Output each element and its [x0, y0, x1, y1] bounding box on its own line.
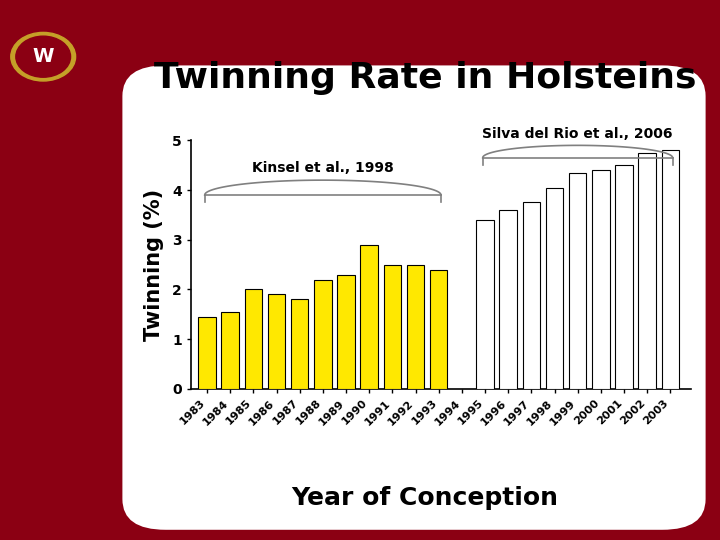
- Text: Twinning Rate in Holsteins: Twinning Rate in Holsteins: [153, 62, 696, 95]
- Bar: [500, 210, 517, 389]
- Text: Year of Conception: Year of Conception: [292, 486, 558, 510]
- Text: W: W: [32, 47, 54, 66]
- Bar: [430, 269, 447, 389]
- Text: Silva del Rio et al., 2006: Silva del Rio et al., 2006: [482, 127, 673, 141]
- Bar: [245, 289, 262, 389]
- Bar: [569, 173, 586, 389]
- Bar: [198, 317, 216, 389]
- Y-axis label: Twinning (%): Twinning (%): [144, 188, 163, 341]
- Bar: [384, 265, 401, 389]
- Bar: [592, 170, 610, 389]
- Bar: [662, 150, 679, 389]
- Bar: [361, 245, 378, 389]
- Bar: [268, 294, 285, 389]
- Bar: [338, 274, 355, 389]
- FancyBboxPatch shape: [122, 65, 706, 530]
- Bar: [291, 299, 308, 389]
- Bar: [407, 265, 424, 389]
- Bar: [546, 187, 563, 389]
- Bar: [222, 312, 239, 389]
- Bar: [477, 220, 494, 389]
- Circle shape: [11, 32, 76, 81]
- Bar: [314, 280, 331, 389]
- Bar: [523, 202, 540, 389]
- Bar: [616, 165, 633, 389]
- Bar: [639, 153, 656, 389]
- Circle shape: [16, 36, 71, 77]
- Text: Kinsel et al., 1998: Kinsel et al., 1998: [252, 161, 394, 175]
